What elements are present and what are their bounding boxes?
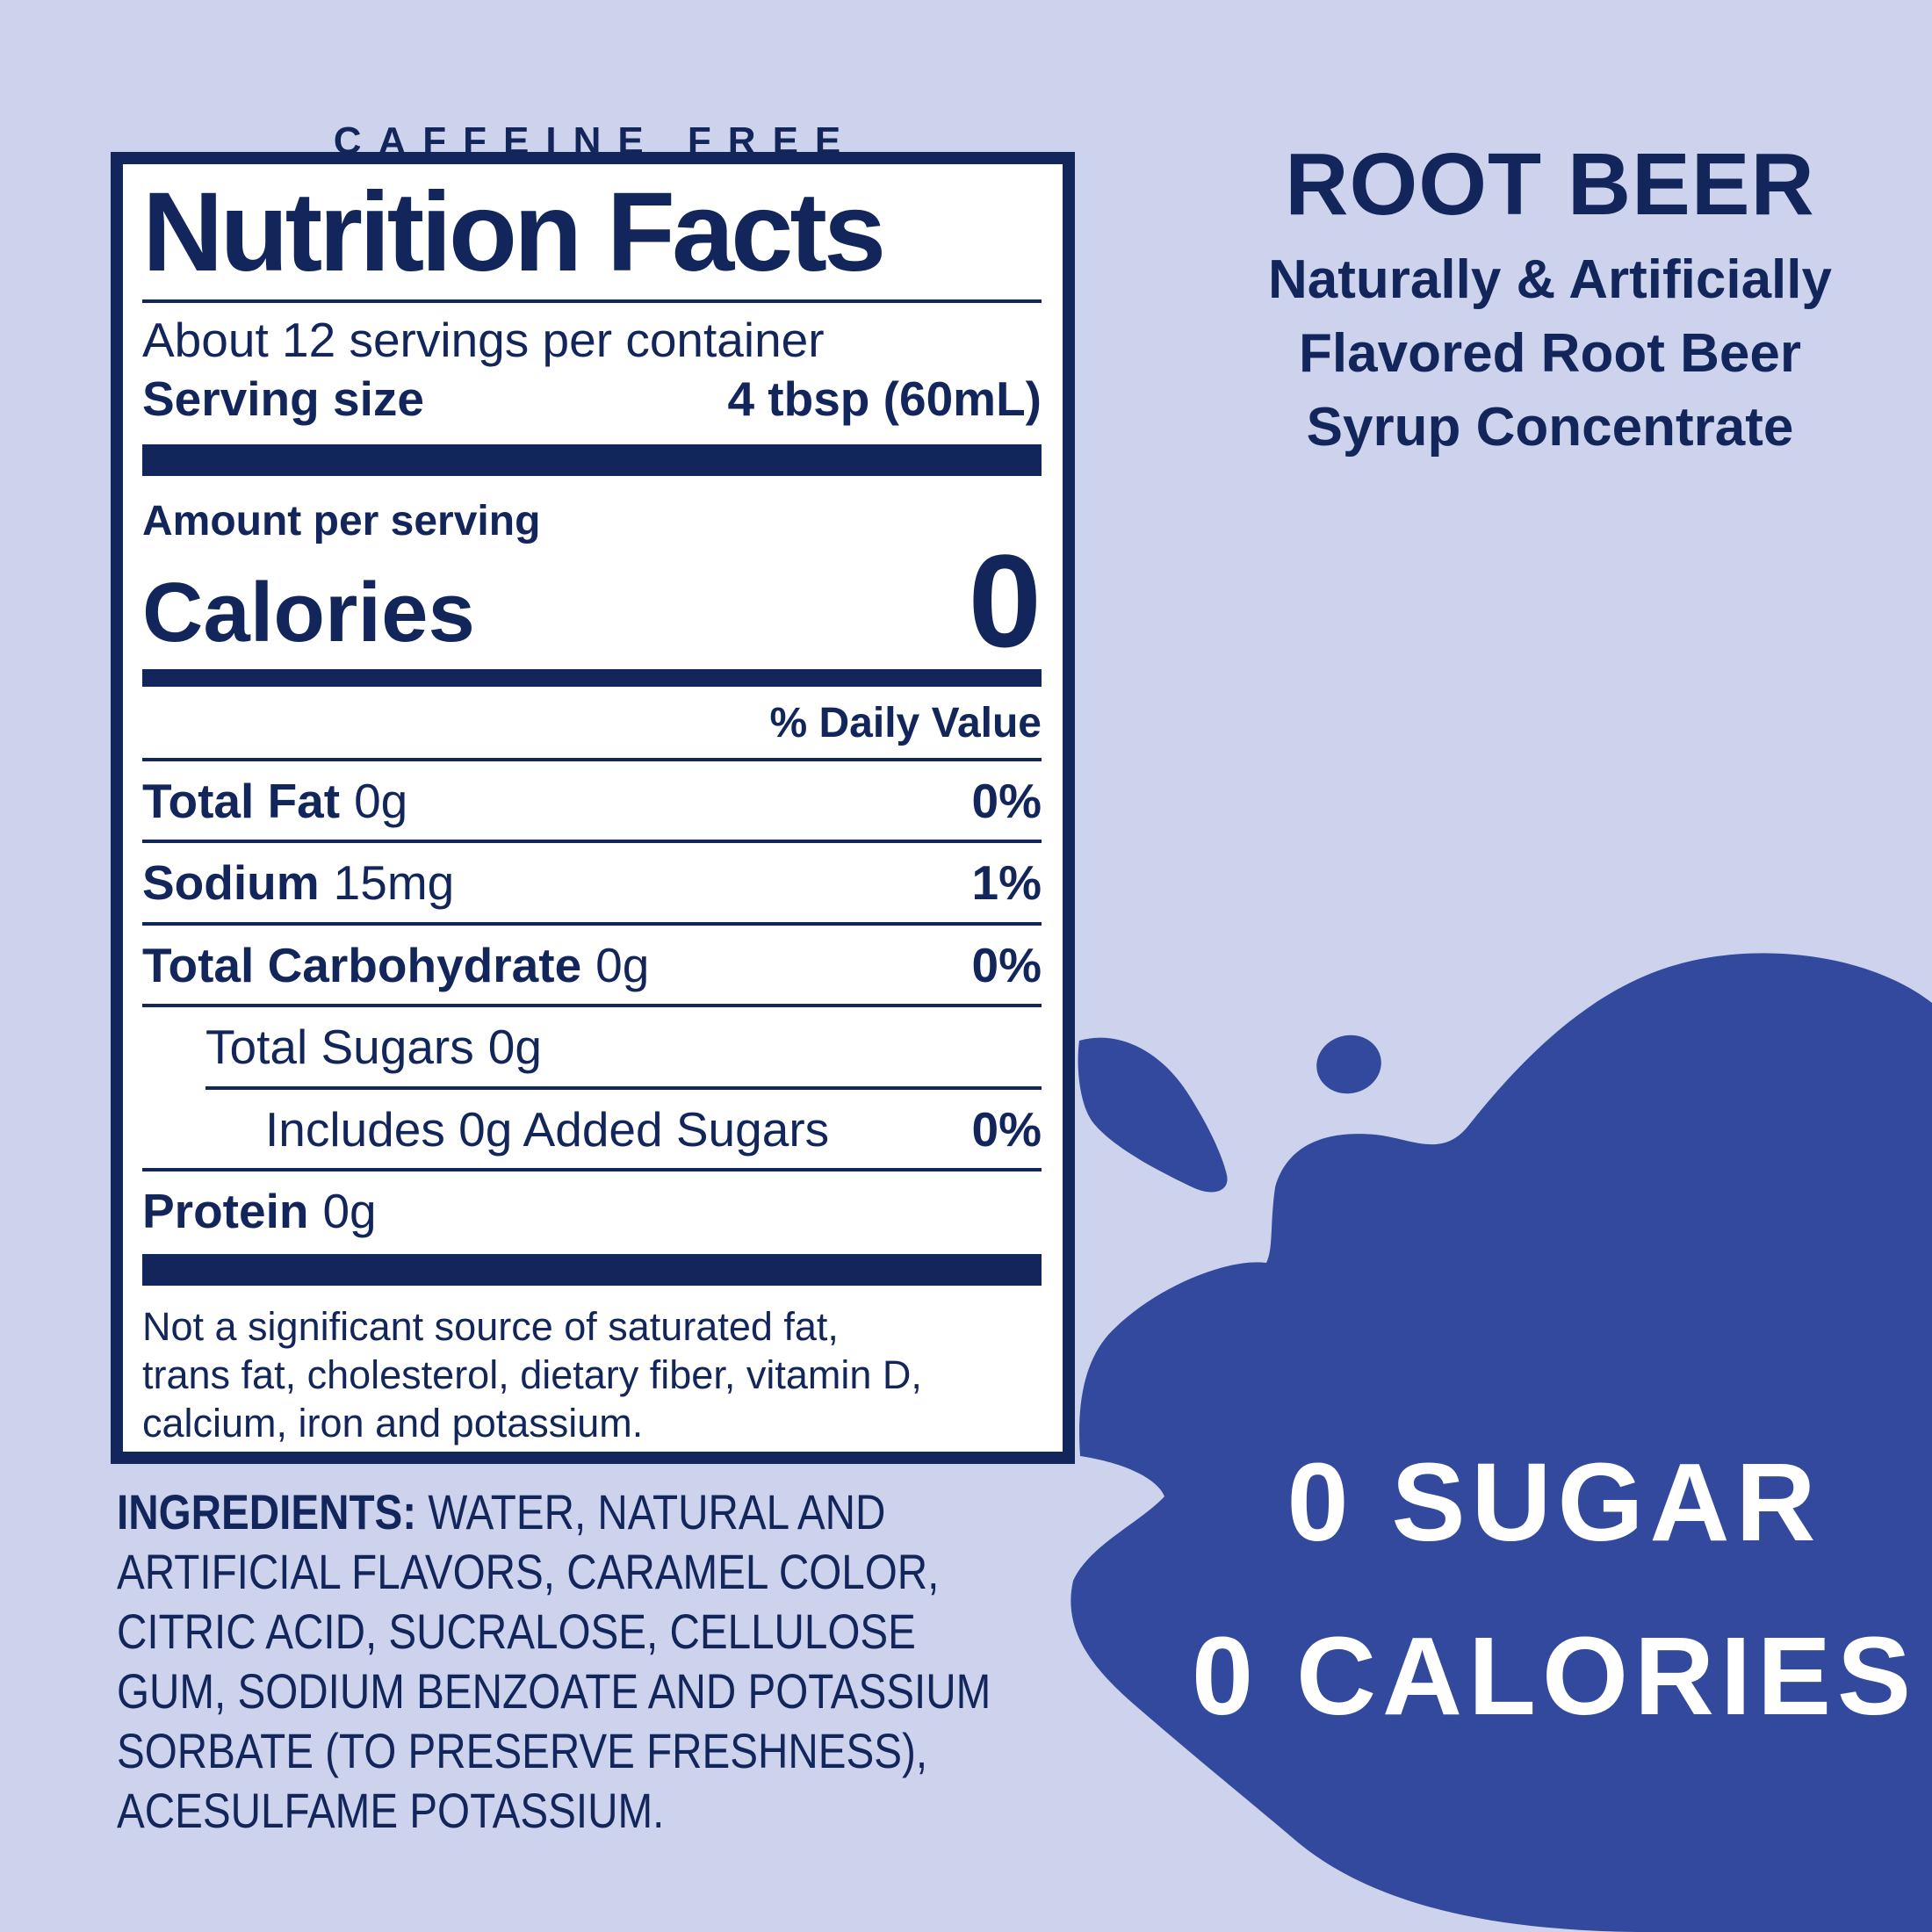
ingredients-line: ARTIFICIAL FLAVORS, CARAMEL COLOR,: [117, 1544, 940, 1599]
ingredients-section: INGREDIENTS: WATER, NATURAL AND ARTIFICI…: [117, 1482, 1118, 1841]
ingredients-line: GUM, SODIUM BENZOATE AND POTASSIUM: [117, 1663, 991, 1719]
nutrient-amount: 0g: [322, 1184, 377, 1239]
serving-size-value: 4 tbsp (60mL): [727, 371, 1042, 427]
nutrient-amount: 0g: [595, 937, 650, 992]
calories-label: Calories: [142, 565, 475, 660]
footnote-line: calcium, iron and potassium.: [142, 1400, 644, 1445]
nutrient-amount: 0g: [354, 773, 408, 828]
divider-bar-thick: [142, 443, 1042, 476]
serving-size-label: Serving size: [142, 371, 424, 427]
nutrient-row-protein: Protein 0g: [142, 1171, 1042, 1247]
nutrient-dv: 0%: [971, 773, 1042, 828]
claims: 0 SUGAR 0 CALORIES: [1168, 1416, 1932, 1763]
ingredients-line: ACESULFAME POTASSIUM.: [117, 1783, 665, 1838]
product-subtitle-line: Syrup Concentrate: [1306, 397, 1794, 458]
nutrient-name: Protein: [142, 1184, 309, 1239]
divider-bar-thick: [142, 1253, 1042, 1286]
splash-droplet: [1078, 1037, 1228, 1193]
nutrient-row-total-carbohydrate: Total Carbohydrate 0g 0%: [142, 926, 1042, 1008]
ingredients-line: CITRIC ACID, SUCRALOSE, CELLULOSE: [117, 1604, 916, 1659]
nutrient-dv: 0%: [971, 937, 1042, 992]
nutrient-amount: 0g: [487, 1020, 542, 1075]
serving-size-row: Serving size 4 tbsp (60mL): [142, 372, 1042, 427]
divider-bar-medium: [142, 668, 1042, 687]
ingredients-label: INGREDIENTS:: [117, 1484, 417, 1539]
calories-value: 0: [968, 526, 1042, 674]
product-subtitle-line: Naturally & Artificially: [1267, 249, 1832, 310]
nutrient-dv: 1%: [971, 855, 1042, 911]
daily-value-header: % Daily Value: [142, 699, 1042, 761]
nutrient-amount: 15mg: [333, 855, 455, 911]
nutrient-row-sodium: Sodium 15mg 1%: [142, 843, 1042, 926]
nutrient-row-total-sugars: Total Sugars 0g: [205, 1007, 1042, 1090]
nutrition-facts-title: Nutrition Facts: [142, 169, 886, 295]
product-title: ROOT BEER: [1285, 135, 1815, 234]
nutrient-name: Sodium: [142, 855, 320, 911]
product-subtitle: Naturally & Artificially Flavored Root B…: [1159, 243, 1932, 465]
nutrition-panel: Nutrition Facts About 12 servings per co…: [111, 152, 1075, 1464]
calories-row: Calories 0: [142, 526, 1042, 674]
product-info: ROOT BEER Naturally & Artificially Flavo…: [1159, 139, 1932, 465]
footnote-line: trans fat, cholesterol, dietary fiber, v…: [142, 1352, 922, 1397]
nutrient-name: Includes 0g Added Sugars: [265, 1101, 830, 1157]
ingredients-text: WATER, NATURAL AND: [416, 1484, 886, 1539]
nutrient-row-total-fat: Total Fat 0g 0%: [142, 761, 1042, 844]
ingredients-line: SORBATE (TO PRESERVE FRESHNESS),: [117, 1723, 928, 1778]
nutrient-dv: 0%: [971, 1101, 1042, 1157]
nutrient-name: Total Sugars: [205, 1020, 474, 1075]
ingredients-line: INGREDIENTS: WATER, NATURAL AND: [117, 1482, 1102, 1542]
footnote-line: Not a significant source of saturated fa…: [142, 1303, 839, 1349]
splash-blob: [1071, 953, 1932, 1932]
nutrient-name: Total Carbohydrate: [142, 937, 582, 992]
footnote: Not a significant source of saturated fa…: [142, 1303, 1042, 1448]
amount-per-serving-label: Amount per serving: [142, 497, 541, 544]
nutrient-name: Total Fat: [142, 773, 341, 828]
claim-zero-calories: 0 CALORIES: [1191, 1614, 1918, 1738]
nutrient-row-added-sugars: Includes 0g Added Sugars 0%: [142, 1090, 1042, 1172]
title-rule: [142, 299, 1042, 303]
product-subtitle-line: Flavored Root Beer: [1299, 323, 1801, 384]
splash-dot: [1316, 1034, 1381, 1094]
claim-zero-sugar: 0 SUGAR: [1287, 1440, 1822, 1564]
servings-per-container: About 12 servings per container: [142, 312, 825, 367]
